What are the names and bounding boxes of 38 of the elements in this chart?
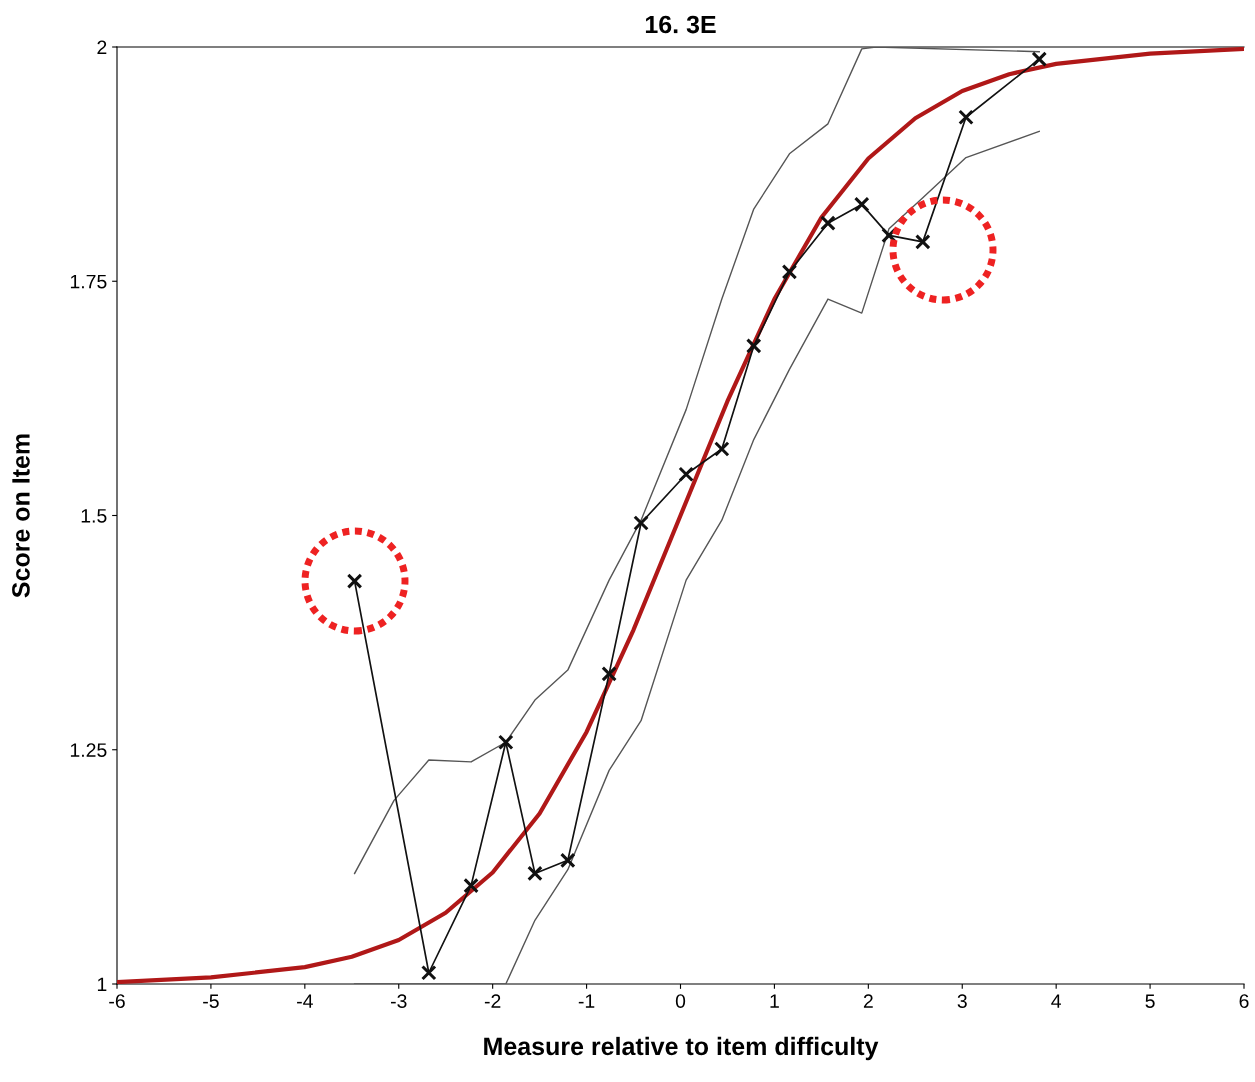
point	[527, 865, 543, 882]
x-tick-label: -4	[297, 994, 313, 1008]
x-tick-label: -2	[484, 994, 501, 1008]
chart-title: 16. 3E	[645, 15, 716, 34]
y-tick-label: 1.5	[81, 509, 107, 523]
y-tick-label: 1.75	[70, 274, 107, 289]
point	[820, 215, 836, 231]
point	[853, 196, 870, 213]
point	[421, 964, 437, 981]
y-tick-label: 1.25	[70, 743, 107, 757]
point	[678, 466, 694, 483]
point	[633, 515, 649, 531]
x-axis-title: Measure relative to item difficulty	[484, 1036, 879, 1061]
point	[745, 338, 762, 354]
x-tick-label: 1	[770, 994, 779, 1008]
point	[498, 734, 514, 751]
y-tick-label: 1	[97, 977, 107, 992]
x-tick-label: 4	[1051, 994, 1062, 1008]
point	[346, 573, 363, 589]
y-axis-title: Score on Item	[12, 434, 30, 598]
y-tick-label: 2	[97, 40, 107, 55]
point	[781, 264, 798, 280]
point	[1031, 51, 1048, 67]
x-tick-label: -5	[203, 994, 219, 1008]
x-tick-label: -1	[578, 994, 595, 1008]
point	[560, 852, 576, 869]
point	[601, 666, 617, 682]
point	[714, 441, 730, 457]
x-tick-label: 5	[1145, 994, 1155, 1008]
x-tick-label: 2	[863, 994, 873, 1008]
x-tick-label: -3	[390, 994, 407, 1008]
point	[958, 109, 974, 126]
x-tick-label: 6	[1239, 994, 1249, 1008]
x-tick-label: 3	[957, 994, 967, 1008]
x-tick-label: 0	[675, 994, 686, 1008]
x-tick-label: -6	[109, 994, 125, 1008]
point	[463, 877, 479, 894]
point	[915, 234, 931, 250]
